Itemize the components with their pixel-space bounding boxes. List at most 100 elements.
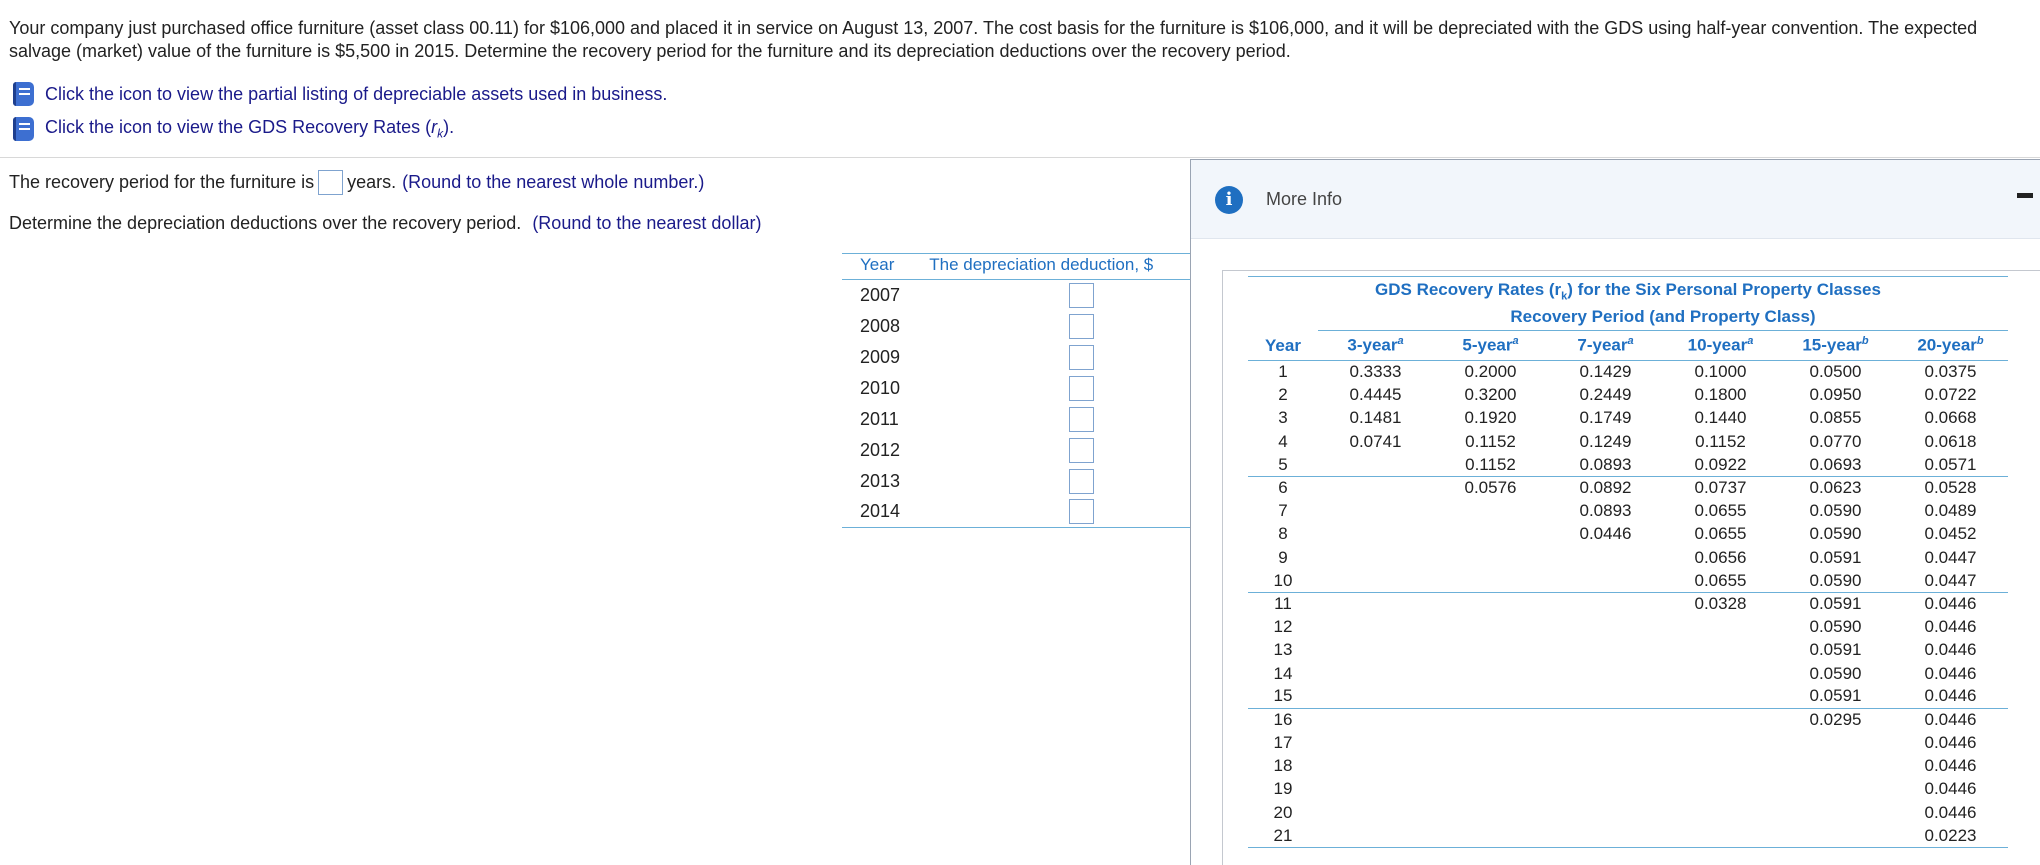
rates-value-cell: 0.0855 (1809, 408, 1862, 428)
table-row: 14 0.0590 0.0446 (1248, 662, 2008, 685)
table-row: 15 0.0591 0.0446 (1248, 685, 2008, 708)
deduction-input[interactable] (1069, 375, 1095, 401)
table-row: 18 0.0446 (1248, 755, 2008, 778)
rates-table-subtitle: Recovery Period (and Property Class) (1318, 304, 2008, 331)
rates-value-cell (1318, 707, 1433, 732)
rates-value-cell (1433, 685, 1548, 708)
rates-value-cell (1778, 824, 1893, 848)
rates-value-cell (1548, 824, 1663, 848)
rates-spacer (1248, 305, 1318, 331)
rates-year-cell: 2 (1278, 385, 1288, 405)
table-row: 8 0.0446 0.0655 0.0590 0.0452 (1248, 523, 2008, 546)
rates-value-cell (1433, 616, 1548, 639)
book-icon[interactable] (11, 81, 35, 107)
rates-value-cell: 0.0446 (1924, 663, 1977, 683)
rates-value-cell: 0.0446 (1924, 686, 1977, 706)
rates-year-cell: 3 (1278, 408, 1288, 428)
deduction-input[interactable] (1069, 437, 1095, 463)
table-row: 4 0.0741 0.1152 0.1249 0.1152 0.0770 0.0618 (1248, 430, 2008, 453)
col-deduction-header: The depreciation deduction, $ (909, 253, 1192, 280)
minimize-icon[interactable] (2017, 193, 2033, 198)
table-row: 2014 (842, 496, 1192, 528)
col-year-header: Year (842, 253, 910, 280)
rates-value-cell (1318, 546, 1433, 569)
rates-value-cell: 0.0375 (1924, 362, 1977, 382)
rates-value-cell: 0.0447 (1924, 547, 1977, 567)
rates-value-cell (1433, 662, 1548, 685)
rates-col-header: 3-yeara (1318, 330, 1433, 361)
rates-col-header: 10-yeara (1663, 330, 1778, 361)
rates-value-cell: 0.0893 (1579, 454, 1632, 474)
table-row: 16 0.0295 0.0446 (1248, 707, 2008, 732)
rates-value-cell (1433, 569, 1548, 592)
assets-listing-link-text[interactable]: Click the icon to view the partial listi… (45, 83, 668, 104)
rates-value-cell (1318, 569, 1433, 592)
table-row: 9 0.0656 0.0591 0.0447 (1248, 546, 2008, 569)
rates-value-cell: 0.0489 (1924, 501, 1977, 521)
rates-value-cell (1548, 662, 1663, 685)
rates-value-cell (1663, 801, 1778, 824)
rates-table-title: GDS Recovery Rates (rk) for the Six Pers… (1248, 276, 2008, 305)
rates-value-cell: 0.0922 (1694, 454, 1747, 474)
rates-value-cell: 0.0571 (1924, 454, 1977, 474)
rates-value-cell: 0.3333 (1349, 362, 1402, 382)
rates-value-cell: 0.1800 (1694, 385, 1747, 405)
rates-value-cell: 0.0446 (1924, 617, 1977, 637)
deduction-cell (909, 496, 1192, 528)
rates-value-cell: 0.0618 (1924, 431, 1977, 451)
rates-value-cell: 0.0446 (1579, 524, 1632, 544)
rates-value-cell (1548, 755, 1663, 778)
recovery-rates-link-text[interactable]: Click the icon to view the GDS Recovery … (45, 117, 455, 141)
rates-value-cell (1433, 639, 1548, 662)
dialog-content-frame (1222, 270, 2040, 865)
rates-value-cell: 0.0893 (1579, 501, 1632, 521)
table-row: 11 0.0328 0.0591 0.0446 (1248, 591, 2008, 616)
rates-value-cell (1318, 475, 1433, 500)
deduction-input[interactable] (1069, 406, 1095, 432)
rates-value-cell (1548, 801, 1663, 824)
assets-listing-link[interactable]: Click the icon to view the partial listi… (11, 81, 667, 107)
table-row: 2010 (842, 373, 1192, 404)
rates-col-header: 7-yeara (1548, 330, 1663, 361)
rates-value-cell: 0.0500 (1809, 362, 1862, 382)
section-divider (0, 157, 2040, 158)
deduction-input[interactable] (1069, 468, 1095, 494)
rates-value-cell: 0.0741 (1349, 431, 1402, 451)
rates-value-cell: 0.0446 (1893, 707, 2008, 732)
year-cell: 2013 (860, 470, 901, 491)
rates-year-cell: 20 (1273, 802, 1293, 822)
rates-year-cell: 8 (1278, 524, 1288, 544)
table-row: 13 0.0591 0.0446 (1248, 639, 2008, 662)
rates-year-cell: 1 (1278, 362, 1288, 382)
table-row: 2011 (842, 404, 1192, 435)
rates-year-cell: 19 (1273, 779, 1293, 799)
rates-value-cell (1318, 523, 1433, 546)
deduction-input[interactable] (1069, 313, 1095, 339)
recovery-period-input[interactable] (318, 170, 344, 195)
rates-value-cell (1318, 755, 1433, 778)
rates-value-cell (1548, 639, 1663, 662)
table-row: 2008 (842, 311, 1192, 342)
deduction-input[interactable] (1069, 282, 1095, 308)
rates-value-cell: 0.1249 (1579, 431, 1632, 451)
year-cell: 2011 (860, 408, 899, 429)
book-icon[interactable] (11, 116, 35, 142)
rates-value-cell: 0.0892 (1548, 475, 1663, 500)
rates-year-cell: 17 (1273, 733, 1293, 753)
deduction-cell (909, 404, 1192, 435)
deduction-cell (909, 435, 1192, 466)
rates-year-cell: 13 (1273, 640, 1293, 660)
rates-value-cell: 0.0656 (1694, 547, 1747, 567)
recovery-rates-link[interactable]: Click the icon to view the GDS Recovery … (11, 116, 454, 142)
rates-value-cell (1548, 685, 1663, 708)
deduction-input[interactable] (1069, 344, 1095, 370)
rates-value-cell (1548, 732, 1663, 755)
rates-year-cell: 12 (1273, 617, 1293, 637)
rates-value-cell: 0.0452 (1924, 524, 1977, 544)
rates-value-cell: 0.3200 (1464, 385, 1517, 405)
rates-year-cell: 15 (1273, 686, 1293, 706)
rates-value-cell: 0.0623 (1778, 475, 1893, 500)
deduction-input[interactable] (1069, 499, 1095, 525)
depreciation-hint: (Round to the nearest dollar) (532, 213, 762, 233)
recovery-period-hint: (Round to the nearest whole number.) (402, 172, 705, 192)
